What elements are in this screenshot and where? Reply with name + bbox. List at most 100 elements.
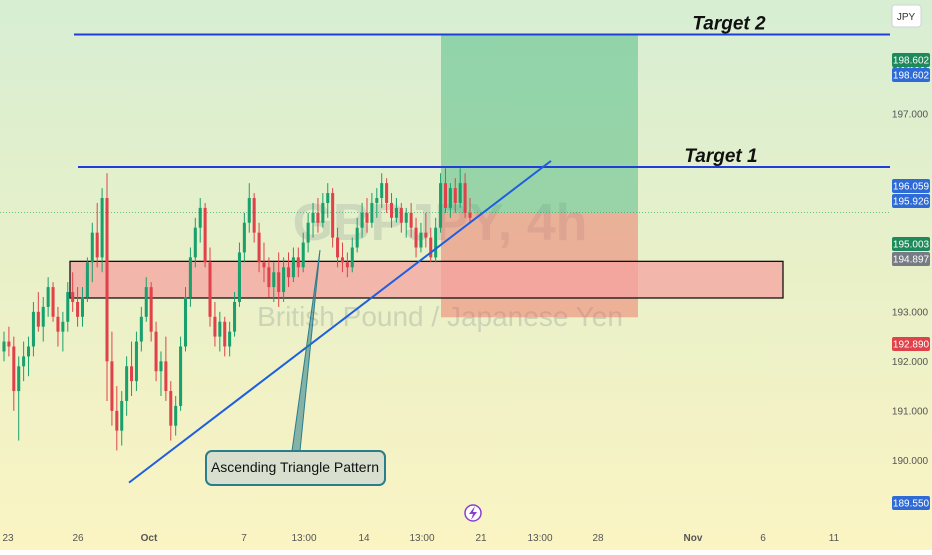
ascending-trendline[interactable] xyxy=(128,160,552,484)
candle-body xyxy=(233,301,237,332)
annotation-callout[interactable]: Ascending Triangle Pattern xyxy=(205,450,386,486)
candle-body xyxy=(394,207,398,218)
candle-body xyxy=(105,198,109,362)
time-tick-label: Oct xyxy=(141,533,158,544)
price-badge-label: 192.890 xyxy=(893,340,930,351)
price-badge xyxy=(892,53,930,67)
candle-body xyxy=(434,227,438,258)
time-tick-label: 7 xyxy=(241,533,247,544)
candle-body xyxy=(169,391,173,426)
candle-body xyxy=(331,193,335,238)
candle-body xyxy=(424,232,428,238)
candle-body xyxy=(463,183,467,213)
candle-body xyxy=(120,400,124,431)
candle-body xyxy=(17,366,21,392)
candle-body xyxy=(188,257,192,297)
price-badge-label: 198.602 xyxy=(893,56,930,67)
candle-body xyxy=(85,262,89,297)
candle-body xyxy=(355,227,359,248)
candle-body xyxy=(336,237,340,258)
candle-body xyxy=(31,311,35,347)
candle-body xyxy=(247,198,251,223)
candle-body xyxy=(443,183,447,208)
candle-body xyxy=(213,316,217,337)
candle-body xyxy=(306,222,310,243)
candle-body xyxy=(100,198,104,258)
watermark-subtitle: British Pound / Japanese Yen xyxy=(257,301,623,332)
candle-body xyxy=(46,287,50,307)
candle-body xyxy=(237,252,241,302)
annotation-box[interactable] xyxy=(205,450,386,486)
candle-body xyxy=(164,361,168,392)
time-tick-label: 13:00 xyxy=(527,533,552,544)
currency-badge[interactable] xyxy=(891,4,922,28)
candle-body xyxy=(203,207,207,263)
candle-body xyxy=(90,232,94,263)
target-label: Target 1 xyxy=(684,146,757,167)
time-tick-label: Nov xyxy=(684,533,703,544)
annotation-text: Ascending Triangle Pattern xyxy=(211,459,379,475)
candle-body xyxy=(326,193,330,203)
support-zone[interactable] xyxy=(69,260,784,299)
price-badge xyxy=(892,337,930,351)
candle-body xyxy=(198,207,202,228)
candle-body xyxy=(115,410,119,431)
price-axis[interactable]: JPY 190.000191.000192.000193.000194.0001… xyxy=(891,4,930,510)
support-zone-rect[interactable] xyxy=(69,260,784,299)
candle-body xyxy=(370,202,374,223)
candle-body xyxy=(311,212,315,223)
candle-body xyxy=(385,183,389,203)
price-badge-label: 195.926 xyxy=(893,197,930,208)
candle-body xyxy=(223,321,227,347)
candle-body xyxy=(448,188,452,208)
candle-body xyxy=(154,331,158,372)
candle-body xyxy=(458,183,462,203)
profit-zone[interactable] xyxy=(441,34,638,213)
candle-body xyxy=(228,331,232,347)
candle-body xyxy=(12,346,16,392)
lightning-icon[interactable] xyxy=(464,504,482,522)
candle-body xyxy=(130,366,134,382)
candle-body xyxy=(125,366,129,401)
price-tick-label: 190.000 xyxy=(892,456,929,467)
time-tick-label: 11 xyxy=(829,533,840,544)
price-badge xyxy=(892,496,930,510)
candle-body xyxy=(179,346,183,406)
candle-body xyxy=(252,198,256,233)
candle-body xyxy=(174,405,178,426)
price-badge xyxy=(892,252,930,266)
candle-body xyxy=(267,267,271,288)
time-tick-label: 14 xyxy=(358,533,370,544)
currency-label: JPY xyxy=(897,12,916,23)
candle-body xyxy=(414,227,418,248)
price-badge-label: 189.550 xyxy=(893,499,930,510)
time-tick-label: 23 xyxy=(2,533,14,544)
candle-body xyxy=(51,287,55,317)
candle-body xyxy=(453,188,457,203)
price-badge-label: 194.897 xyxy=(893,255,930,266)
candle-body xyxy=(183,297,188,347)
candle-body xyxy=(41,306,45,327)
candle-body xyxy=(399,207,403,223)
candle-body xyxy=(350,247,354,268)
candle-body xyxy=(286,267,291,278)
candle-body xyxy=(242,222,246,253)
candle-body xyxy=(301,242,305,268)
candle-body xyxy=(36,311,40,327)
candle-body xyxy=(159,361,163,372)
candle-body xyxy=(193,227,197,258)
candle-body xyxy=(404,212,408,223)
time-tick-label: 21 xyxy=(475,533,487,544)
target-lines[interactable]: Target 2 Target 1 xyxy=(74,14,890,169)
price-tick-label: 193.000 xyxy=(892,307,929,318)
time-axis[interactable]: 23 26 Oct 7 13:00 14 13:00 21 13:00 28 Nov 6 11 xyxy=(2,533,839,544)
candle-body xyxy=(282,267,286,293)
candle-body xyxy=(429,237,433,258)
candle-body xyxy=(296,257,300,268)
candle-body xyxy=(80,297,85,317)
price-badge xyxy=(892,237,930,251)
candle-body xyxy=(321,202,325,223)
price-badge-label: 195.003 xyxy=(893,240,930,251)
